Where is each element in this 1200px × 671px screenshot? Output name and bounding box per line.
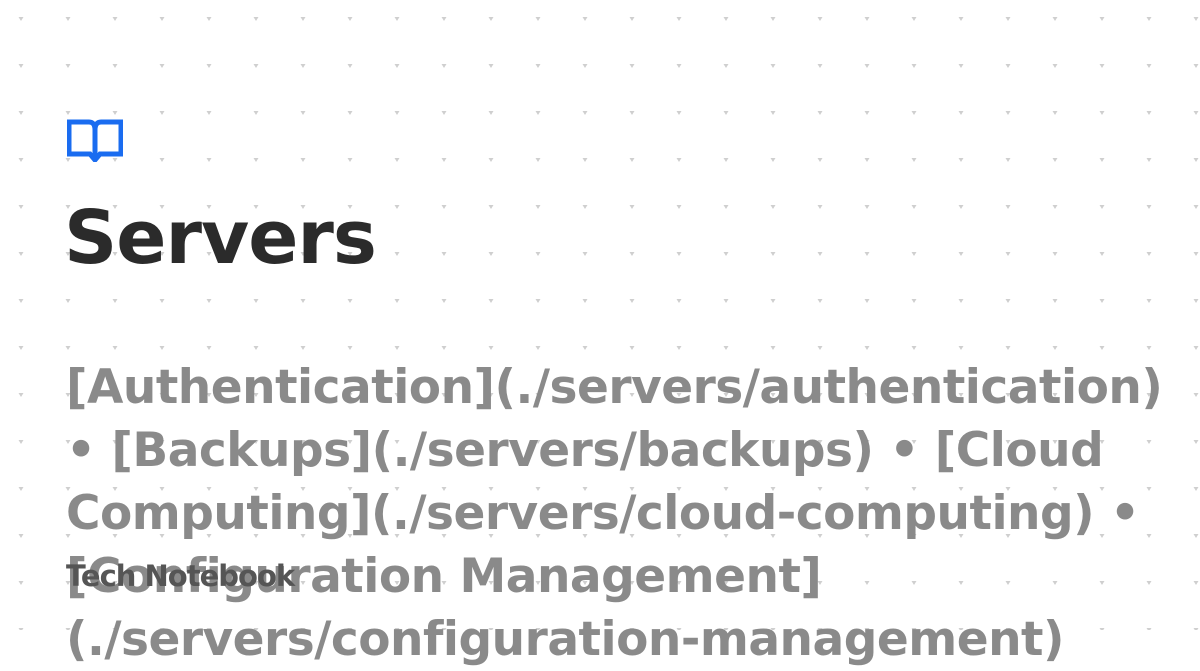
page-title: Servers	[64, 195, 377, 281]
open-book-icon	[67, 119, 123, 162]
dotted-background	[0, 0, 1200, 630]
site-name: Tech Notebook	[66, 559, 295, 593]
page-description: [Authentication](./servers/authenticatio…	[66, 360, 1163, 667]
